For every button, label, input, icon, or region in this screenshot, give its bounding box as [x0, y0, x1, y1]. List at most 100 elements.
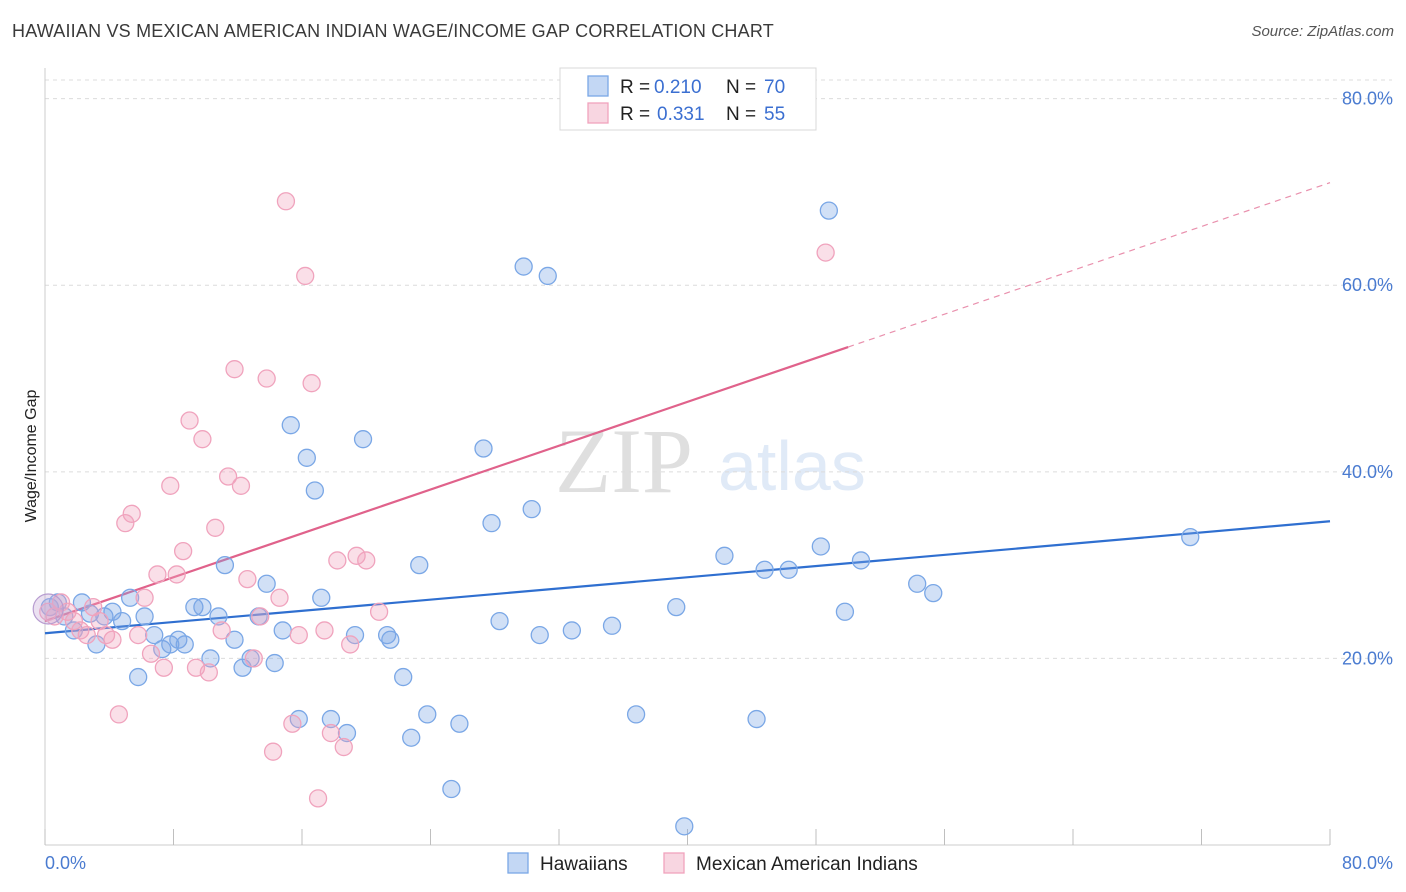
- point-hawaiians-69: [1181, 527, 1200, 547]
- legend-r-value-0: 0.210: [654, 77, 702, 98]
- point-mexican-47: [341, 635, 360, 654]
- point-mexican-28: [218, 467, 238, 486]
- point-mexican-10: [103, 630, 122, 649]
- point-mexican-16: [141, 644, 161, 663]
- point-hawaiians-41: [394, 667, 413, 687]
- point-hawaiians-61: [755, 560, 774, 579]
- point-mexican-38: [283, 714, 302, 733]
- legend-n-label-0: N =: [726, 77, 756, 98]
- x-tick-labels: 0.0% 80.0%: [45, 853, 1393, 873]
- point-hawaiians-62: [779, 560, 798, 579]
- point-hawaiians-58: [675, 817, 694, 836]
- point-hawaiians-47: [474, 439, 493, 458]
- legend-r-label-0: R =: [620, 77, 650, 98]
- point-hawaiians-12: [135, 607, 154, 626]
- point-mexican-36: [270, 588, 289, 607]
- point-mexican-33: [251, 607, 270, 626]
- source-label: Source: ZipAtlas.com: [1251, 23, 1394, 40]
- point-hawaiians-43: [410, 555, 429, 575]
- legend-bottom: Hawaiians Mexican American Indians: [507, 852, 918, 875]
- point-hawaiians-45: [442, 779, 461, 799]
- point-hawaiians-38: [353, 430, 373, 449]
- point-mexican-37: [276, 192, 296, 211]
- point-hawaiians-64: [819, 201, 838, 220]
- point-mexican-31: [238, 569, 257, 589]
- legend-top: R = 0.210 N = 70 R = 0.331 N = 55: [559, 67, 817, 131]
- point-mexican-15: [135, 588, 154, 607]
- point-hawaiians-11: [129, 667, 148, 687]
- point-mexican-29: [225, 360, 244, 379]
- trend-line-extension-1: [847, 182, 1331, 348]
- point-mexican-11: [109, 705, 129, 724]
- legend-swatch-hawaiians: [587, 75, 609, 97]
- point-mexican-32: [244, 649, 263, 668]
- point-hawaiians-67: [908, 574, 927, 593]
- point-hawaiians-36: [337, 723, 357, 743]
- data-points: [32, 192, 1200, 836]
- point-mexican-12: [116, 513, 135, 533]
- x-tick-label-1: 80.0%: [1342, 853, 1393, 873]
- point-hawaiians-65: [835, 602, 855, 621]
- point-hawaiians-34: [312, 588, 331, 607]
- point-hawaiians-35: [321, 709, 341, 729]
- legend-n-value-1: 55: [764, 104, 785, 125]
- point-mexican-49: [357, 551, 376, 570]
- y-tick-label-3: 80.0%: [1342, 89, 1393, 109]
- point-hawaiians-29: [273, 621, 292, 640]
- point-hawaiians-53: [538, 266, 557, 286]
- point-hawaiians-40: [381, 630, 400, 649]
- point-mexican-17: [148, 565, 167, 584]
- point-mexican-6: [77, 625, 96, 645]
- point-mexican-14: [129, 625, 148, 645]
- point-mexican-30: [231, 476, 251, 495]
- point-hawaiians-13: [145, 625, 164, 645]
- point-mexican-45: [328, 551, 347, 570]
- point-hawaiians-57: [667, 597, 686, 617]
- point-mexican-40: [296, 266, 315, 286]
- trend-line-1: [44, 346, 849, 623]
- point-mexican-13: [122, 504, 141, 523]
- y-axis-label: Wage/Income Gap: [23, 390, 40, 523]
- point-hawaiians-48: [482, 513, 501, 533]
- point-hawaiians-55: [602, 616, 622, 635]
- point-mexican-18: [154, 658, 174, 677]
- point-hawaiians-20: [201, 649, 220, 668]
- point-hawaiians-27: [257, 574, 276, 593]
- point-cluster-origin: [32, 593, 64, 625]
- point-hawaiians-19: [193, 597, 212, 617]
- point-hawaiians-32: [297, 448, 316, 467]
- point-hawaiians-59: [715, 546, 734, 565]
- point-hawaiians-33: [305, 481, 325, 500]
- y-tick-label-1: 40.0%: [1342, 462, 1393, 482]
- point-mexican-25: [199, 663, 218, 682]
- point-hawaiians-9: [112, 611, 132, 631]
- point-mexican-42: [308, 789, 328, 808]
- point-mexican-43: [315, 621, 334, 640]
- point-hawaiians-17: [175, 635, 194, 654]
- point-hawaiians-46: [450, 714, 469, 733]
- point-hawaiians-68: [924, 583, 943, 603]
- watermark-atlas: atlas: [718, 427, 866, 505]
- legend-n-value-0: 70: [764, 77, 785, 98]
- legend-bottom-swatch-hawaiians: [507, 852, 529, 874]
- point-mexican-34: [257, 369, 276, 388]
- legend-bottom-label-mexican: Mexican American Indians: [696, 854, 918, 875]
- legend-r-label-1: R =: [620, 104, 650, 125]
- watermark-zip: ZIP: [555, 410, 693, 512]
- point-hawaiians-37: [345, 625, 365, 645]
- point-mexican-39: [289, 625, 308, 645]
- point-hawaiians-50: [514, 257, 533, 276]
- legend-n-label-1: N =: [726, 104, 756, 125]
- y-tick-labels: 20.0% 40.0% 60.0% 80.0%: [1342, 89, 1393, 669]
- point-hawaiians-22: [215, 555, 235, 575]
- point-hawaiians-10: [120, 588, 140, 607]
- legend-bottom-swatch-mexican: [663, 852, 685, 874]
- point-mexican-24: [193, 430, 212, 449]
- trend-line-0: [44, 520, 1331, 635]
- point-mexican-41: [302, 374, 321, 393]
- point-hawaiians-54: [562, 621, 581, 640]
- point-hawaiians-30: [281, 416, 300, 435]
- chart-title: HAWAIIAN VS MEXICAN AMERICAN INDIAN WAGE…: [12, 21, 774, 41]
- legend-swatch-mexican: [587, 102, 609, 124]
